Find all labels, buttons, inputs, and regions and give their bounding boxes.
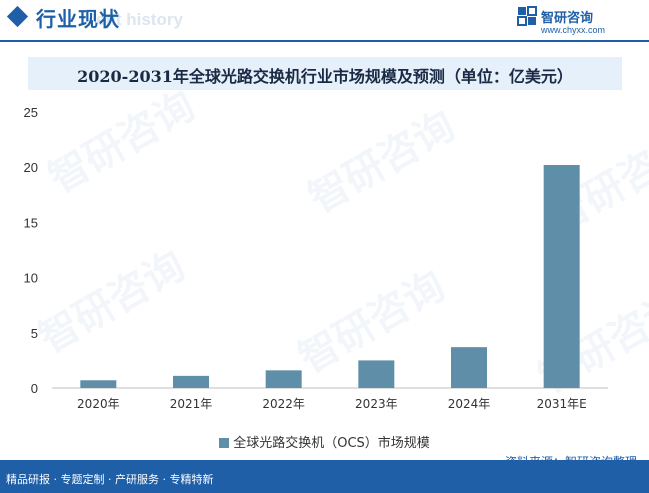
brand-logo-icon bbox=[517, 6, 537, 26]
bar bbox=[543, 164, 580, 388]
page-header: ent history 行业现状 智研咨询 www.chyxx.com bbox=[0, 0, 649, 40]
diamond-icon bbox=[6, 5, 29, 28]
y-tick-label: 25 bbox=[24, 105, 38, 120]
section-title-ghost: ent history bbox=[96, 10, 183, 29]
x-tick-label: 2022年 bbox=[262, 397, 305, 411]
x-tick-label: 2024年 bbox=[448, 397, 491, 411]
brand: 智研咨询 www.chyxx.com bbox=[517, 6, 637, 36]
brand-url: www.chyxx.com bbox=[541, 25, 606, 35]
bar bbox=[451, 347, 487, 388]
chart-title-band: 2020-2031年全球光路交换机行业市场规模及预测（单位：亿美元） bbox=[28, 57, 622, 90]
bar bbox=[358, 360, 395, 388]
chart-legend: 全球光路交换机（OCS）市场规模 bbox=[0, 432, 649, 451]
x-tick-label: 2023年 bbox=[355, 397, 398, 411]
y-tick-label: 10 bbox=[24, 271, 38, 286]
chart-title: 2020-2031年全球光路交换机行业市场规模及预测（单位：亿美元） bbox=[77, 67, 573, 86]
x-tick-label: 2021年 bbox=[170, 397, 213, 411]
bar-chart: 0 5 10 15 20 25 2020年 2021年 2022年 2023年 2024年 2031年… bbox=[24, 105, 608, 411]
y-tick-label: 5 bbox=[31, 326, 38, 341]
x-tick-label: 2020年 bbox=[77, 397, 120, 411]
x-tick-label: 2031年E bbox=[537, 397, 587, 411]
section-title: 行业现状 bbox=[36, 7, 120, 31]
y-tick-label: 20 bbox=[24, 160, 38, 175]
bar bbox=[265, 370, 302, 388]
brand-name: 智研咨询 bbox=[541, 11, 594, 26]
legend-label: 全球光路交换机（OCS）市场规模 bbox=[233, 436, 430, 451]
page-footer: 精品研报 · 专题定制 · 产研服务 · 专精特新 bbox=[0, 460, 649, 493]
legend-swatch bbox=[219, 438, 230, 448]
bar bbox=[80, 380, 117, 388]
bar bbox=[173, 375, 209, 388]
footer-services: 精品研报 · 专题定制 · 产研服务 · 专精特新 bbox=[6, 473, 214, 486]
y-tick-label: 15 bbox=[24, 215, 38, 230]
header-divider bbox=[0, 40, 649, 42]
y-tick-label: 0 bbox=[31, 381, 38, 396]
